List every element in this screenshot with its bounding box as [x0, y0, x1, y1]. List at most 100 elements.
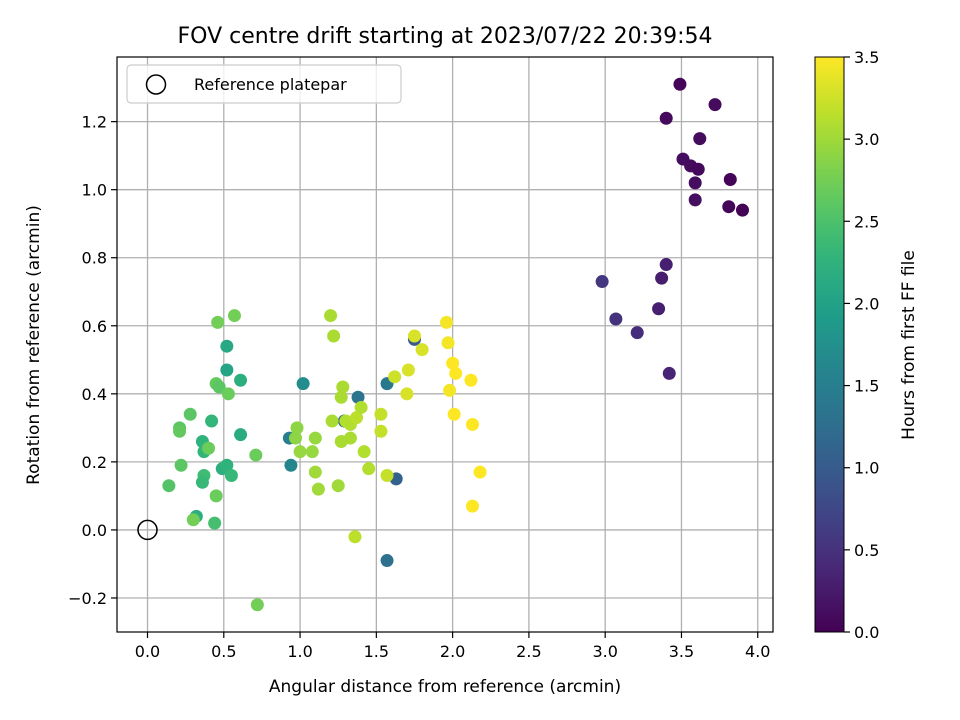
scatter-point: [249, 448, 263, 462]
scatter-point: [220, 363, 234, 377]
scatter-point: [673, 77, 687, 91]
y-tick-label: 1.2: [82, 113, 107, 132]
scatter-point: [174, 458, 188, 472]
x-tick-label: 1.5: [364, 642, 389, 661]
scatter-point: [473, 465, 487, 479]
colorbar-tick-label: 1.5: [854, 377, 879, 396]
y-tick-label: −0.2: [68, 589, 107, 608]
scatter-point: [284, 458, 298, 472]
colorbar-tick-label: 3.5: [854, 48, 879, 67]
scatter-point: [446, 356, 460, 370]
legend: Reference platepar: [126, 64, 402, 104]
scatter-point: [655, 271, 669, 285]
scatter-point: [212, 380, 226, 394]
y-tick-label: 0.8: [82, 249, 107, 268]
scatter-point: [351, 390, 365, 404]
scatter-point: [209, 489, 223, 503]
colorbar-tick-label: 2.0: [854, 294, 879, 313]
scatter-point: [354, 400, 368, 414]
scatter-point: [662, 366, 676, 380]
scatter-point: [652, 302, 666, 316]
x-tick-label: 2.0: [440, 642, 465, 661]
scatter-point: [449, 366, 463, 380]
scatter-point: [595, 275, 609, 289]
colorbar-tick-label: 0.0: [854, 623, 879, 642]
scatter-point: [659, 111, 673, 125]
colorbar: [814, 56, 845, 633]
scatter-point: [447, 407, 461, 421]
scatter-point: [224, 468, 238, 482]
y-axis-ticks: −0.2 0.0 0.2 0.4 0.6 0.8 1.0 1.2: [68, 113, 117, 608]
colorbar-tick-label: 0.5: [854, 541, 879, 560]
scatter-point: [293, 445, 307, 459]
x-tick-label: 0.0: [135, 642, 160, 661]
scatter-point: [415, 343, 429, 357]
colorbar-label: Hours from first FF file: [899, 250, 919, 440]
y-axis-label: Rotation from reference (arcmin): [24, 205, 44, 485]
scatter-point: [202, 441, 216, 455]
scatter-point: [735, 203, 749, 217]
scatter-point: [407, 329, 421, 343]
x-axis-ticks: 0.0 0.5 1.0 1.5 2.0 2.5 3.0 3.5 4.0: [135, 632, 770, 661]
scatter-point: [441, 336, 455, 350]
scatter-point: [311, 482, 325, 496]
scatter-point: [211, 315, 225, 329]
colorbar-tick-label: 2.5: [854, 212, 879, 231]
x-tick-label: 4.0: [745, 642, 770, 661]
scatter-point: [334, 390, 348, 404]
scatter-point: [609, 312, 623, 326]
scatter-point: [388, 370, 402, 384]
scatter-point: [708, 98, 722, 112]
x-tick-label: 0.5: [211, 642, 236, 661]
scatter-point: [308, 465, 322, 479]
scatter-point: [348, 530, 362, 544]
scatter-point: [327, 329, 341, 343]
scatter-point: [324, 309, 338, 323]
x-tick-label: 3.0: [592, 642, 617, 661]
scatter-point: [464, 373, 478, 387]
scatter-point: [465, 417, 479, 431]
y-tick-label: 0.6: [82, 317, 107, 336]
scatter-point: [220, 339, 234, 353]
scatter-point: [227, 309, 241, 323]
scatter-point: [691, 162, 705, 176]
x-tick-label: 1.0: [287, 642, 312, 661]
scatter-point: [162, 479, 176, 493]
legend-box: [126, 64, 402, 104]
reference-platepar-marker: [137, 519, 158, 541]
scatter-point: [220, 458, 234, 472]
plot-frame: [116, 56, 774, 633]
scatter-point: [357, 445, 371, 459]
scatter-point: [722, 200, 736, 214]
y-tick-label: 0.2: [82, 453, 107, 472]
legend-entry-reference-platepar: Reference platepar: [194, 75, 347, 94]
scatter-point: [362, 462, 376, 476]
scatter-point: [440, 315, 454, 329]
y-tick-label: 1.0: [82, 181, 107, 200]
colorbar-ticks: 0.0 0.5 1.0 1.5 2.0 2.5 3.0 3.5: [844, 48, 879, 642]
scatter-point: [723, 172, 737, 186]
scatter-points: [162, 77, 749, 612]
scatter-point: [688, 176, 702, 190]
scatter-point: [173, 424, 187, 438]
reference-platepar-marker-layer: [137, 519, 158, 541]
x-axis-label: Angular distance from reference (arcmin): [269, 677, 621, 697]
colorbar-tick-label: 1.0: [854, 459, 879, 478]
scatter-point: [630, 326, 644, 340]
scatter-point: [250, 598, 264, 612]
scatter-point: [296, 377, 310, 391]
scatter-point: [305, 445, 319, 459]
scatter-point: [325, 414, 339, 428]
scatter-point: [334, 434, 348, 448]
chart-title: FOV centre drift starting at 2023/07/22 …: [178, 24, 713, 49]
scatter-point: [183, 407, 197, 421]
scatter-point: [195, 475, 209, 489]
x-tick-label: 2.5: [516, 642, 541, 661]
y-tick-label: 0.4: [82, 385, 107, 404]
scatter-point: [186, 513, 200, 527]
scatter-point: [380, 468, 394, 482]
scatter-point: [688, 193, 702, 207]
scatter-point: [400, 387, 414, 401]
